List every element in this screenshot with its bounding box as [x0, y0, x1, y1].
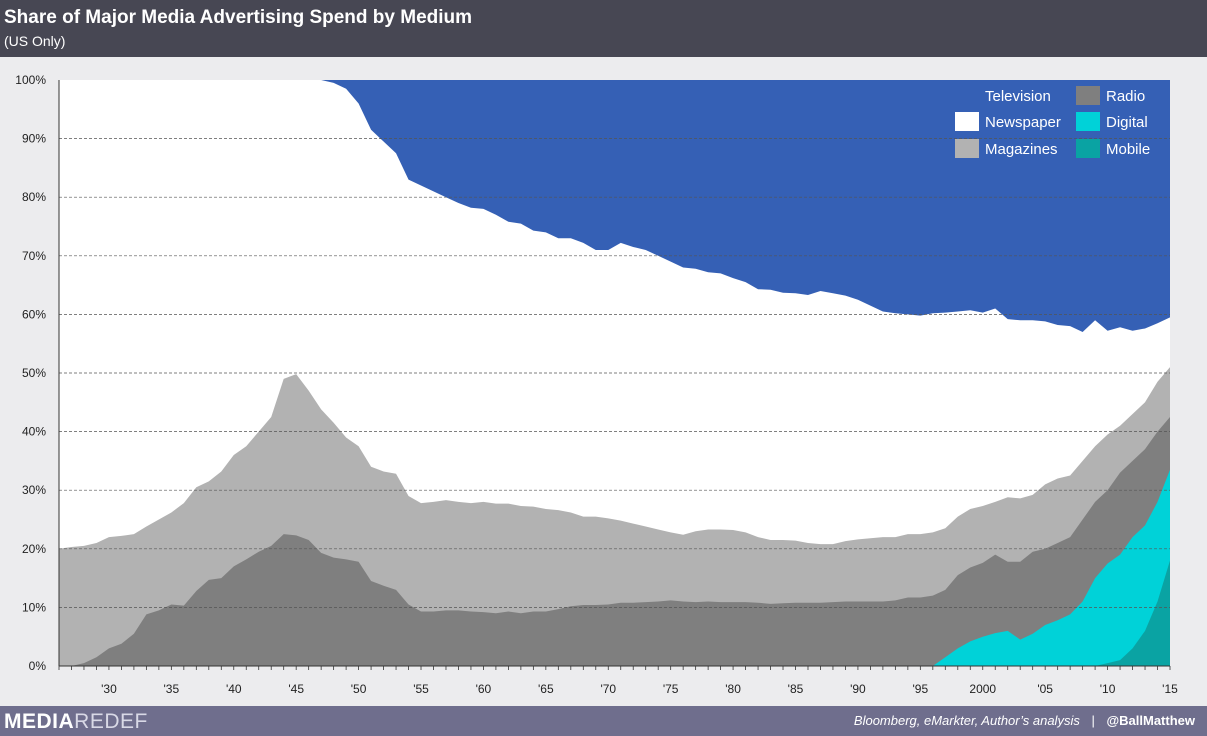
x-tick-label: '70 — [600, 682, 616, 696]
brand-logo-part1: MEDIA — [4, 710, 75, 733]
x-tick-label: '30 — [101, 682, 117, 696]
legend-label-television: Television — [985, 88, 1051, 105]
x-tick-label: '50 — [351, 682, 367, 696]
source-text: Bloomberg, eMarkter, Author’s analysis — [853, 713, 1080, 728]
y-tick-label: 10% — [22, 600, 46, 614]
y-tick-label: 100% — [15, 73, 46, 87]
x-tick-label: 2000 — [969, 682, 996, 696]
author-handle: @BallMatthew — [1106, 713, 1195, 728]
x-tick-label: '95 — [913, 682, 929, 696]
x-tick-label: '65 — [538, 682, 554, 696]
legend-label-digital: Digital — [1106, 114, 1148, 131]
x-tick-label: '60 — [476, 682, 492, 696]
y-tick-label: 90% — [22, 132, 46, 146]
x-tick-label: '40 — [226, 682, 242, 696]
y-tick-label: 30% — [22, 483, 46, 497]
brand-logo: MEDIAREDEF — [4, 710, 148, 734]
y-tick-label: 20% — [22, 542, 46, 556]
x-tick-label: '80 — [725, 682, 741, 696]
legend-label-newspaper: Newspaper — [985, 114, 1061, 131]
source-separator: | — [1091, 713, 1095, 728]
area-digital — [59, 469, 1170, 666]
y-tick-label: 60% — [22, 307, 46, 321]
x-tick-label: '35 — [164, 682, 180, 696]
x-tick-label: '75 — [663, 682, 679, 696]
x-tick-label: '90 — [850, 682, 866, 696]
x-tick-label: '15 — [1162, 682, 1178, 696]
legend-label-radio: Radio — [1106, 88, 1145, 105]
chart-header: Share of Major Media Advertising Spend b… — [0, 0, 1207, 57]
x-tick-label: '45 — [288, 682, 304, 696]
legend-swatch-television — [955, 86, 979, 105]
chart-subtitle: (US Only) — [4, 33, 66, 49]
footer-bar: MEDIAREDEF Bloomberg, eMarkter, Author’s… — [0, 706, 1207, 736]
legend-swatch-magazines — [955, 139, 979, 158]
gridlines — [59, 138, 1170, 608]
y-tick-label: 80% — [22, 190, 46, 204]
y-tick-label: 70% — [22, 249, 46, 263]
legend-swatch-radio — [1076, 86, 1100, 105]
legend-swatch-newspaper — [955, 112, 979, 131]
x-tick-label: '85 — [788, 682, 804, 696]
x-tick-label: '55 — [413, 682, 429, 696]
x-tick-label: '10 — [1100, 682, 1116, 696]
chart-title: Share of Major Media Advertising Spend b… — [4, 7, 473, 28]
axes: 0% 10% 20% 30% 40% 50% 60% 70% 80% 90% 100% '30 '35 '… — [15, 73, 1178, 696]
y-tick-label: 40% — [22, 425, 46, 439]
y-tick-label: 50% — [22, 366, 46, 380]
source-credit: Bloomberg, eMarkter, Author’s analysis |… — [854, 713, 1195, 728]
x-tick-label: '05 — [1037, 682, 1053, 696]
brand-logo-part2: REDEF — [74, 710, 148, 733]
stacked-area-chart: 0% 10% 20% 30% 40% 50% 60% 70% 80% 90% 100% '30 '35 '… — [15, 73, 1178, 696]
y-tick-label: 0% — [29, 659, 47, 673]
legend-label-magazines: Magazines — [985, 141, 1058, 158]
legend-swatch-digital — [1076, 112, 1100, 131]
legend-label-mobile: Mobile — [1106, 141, 1150, 158]
legend: Television Radio Newspaper Digital Magazines… — [955, 86, 1150, 158]
legend-swatch-mobile — [1076, 139, 1100, 158]
area-radio — [59, 416, 1170, 666]
